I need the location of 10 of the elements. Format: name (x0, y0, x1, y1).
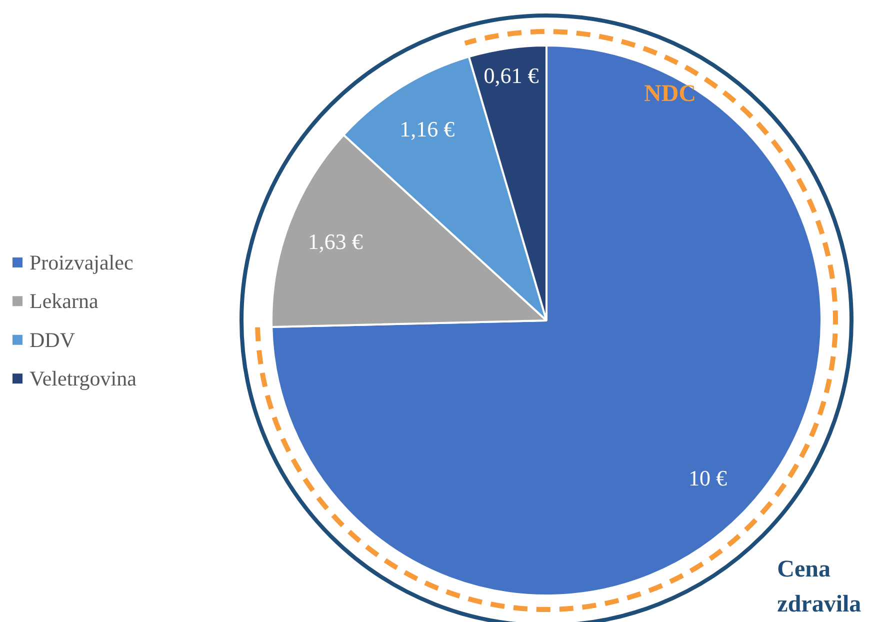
data-label: 1,16 € (400, 116, 455, 142)
text: Cena zdravila (777, 556, 862, 618)
legend-label: Veletrgovina (30, 366, 138, 391)
text: NDC (644, 81, 696, 108)
data-label: 10 € (688, 466, 728, 491)
legend-label: Proizvajalec (30, 250, 134, 274)
legend-label: DDV (30, 328, 75, 352)
data-label: 1,63 € (308, 228, 363, 254)
legend-label: Lekarna (30, 289, 99, 314)
data-label: 0,61 € (484, 63, 539, 88)
